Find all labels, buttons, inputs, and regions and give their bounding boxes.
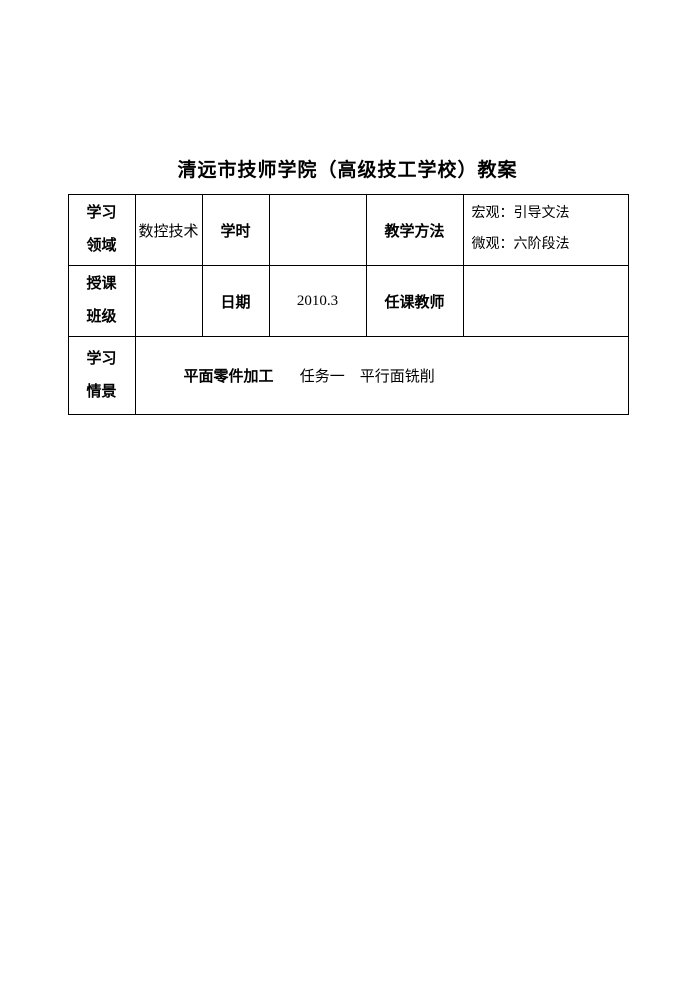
scenario-label: 学习 情景 [68, 337, 135, 415]
scenario-bold-text: 平面零件加工 [184, 369, 274, 385]
study-field-label: 学习 领域 [68, 195, 135, 266]
teaching-method-value: 宏观：引导文法 微观：六阶段法 [463, 195, 628, 266]
table-row: 授课 班级 日期 2010.3 任课教师 [68, 266, 628, 337]
class-value [135, 266, 202, 337]
class-hours-value [269, 195, 366, 266]
teacher-value [463, 266, 628, 337]
date-label: 日期 [202, 266, 269, 337]
date-value: 2010.3 [269, 266, 366, 337]
table-row: 学习 情景 平面零件加工 任务一 平行面铣削 [68, 337, 628, 415]
method-line: 宏观：引导文法 [472, 199, 626, 230]
label-text: 学习 [71, 197, 133, 230]
class-hours-label: 学时 [202, 195, 269, 266]
label-text: 班级 [71, 301, 133, 334]
lesson-plan-table: 学习 领域 数控技术 学时 教学方法 宏观：引导文法 微观：六阶段法 授课 班级… [68, 194, 629, 415]
scenario-normal-text: 任务一 平行面铣削 [300, 369, 435, 385]
label-text: 情景 [71, 376, 133, 409]
study-field-value: 数控技术 [135, 195, 202, 266]
label-text: 授课 [71, 268, 133, 301]
scenario-content: 平面零件加工 任务一 平行面铣削 [135, 337, 628, 415]
document-title: 清远市技师学院（高级技工学校）教案 [68, 155, 628, 182]
table-row: 学习 领域 数控技术 学时 教学方法 宏观：引导文法 微观：六阶段法 [68, 195, 628, 266]
teacher-label: 任课教师 [366, 266, 463, 337]
label-text: 学习 [71, 343, 133, 376]
class-label: 授课 班级 [68, 266, 135, 337]
label-text: 领域 [71, 230, 133, 263]
method-line: 微观：六阶段法 [472, 230, 626, 261]
teaching-method-label: 教学方法 [366, 195, 463, 266]
